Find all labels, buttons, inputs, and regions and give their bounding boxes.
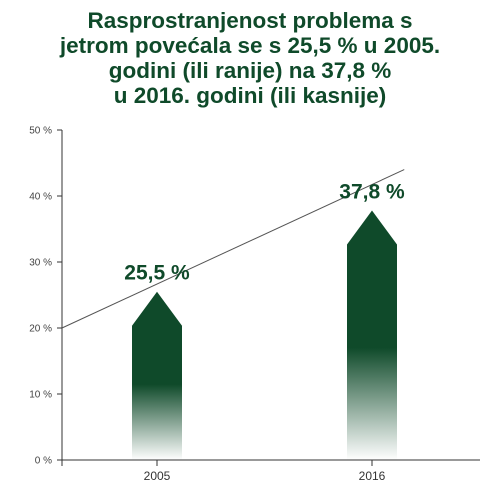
chart-title-line: jetrom povećala se s 25,5 % u 2005. — [59, 33, 441, 58]
chart-title-line: u 2016. godini (ili kasnije) — [113, 83, 387, 108]
chart-title: Rasprostranjenost problema s jetrom pove… — [20, 8, 480, 108]
trend-line — [61, 169, 405, 329]
y-tick-label: 0 % — [35, 456, 52, 467]
chart-title-line: godini (ili ranije) na 37,8 % — [108, 58, 392, 83]
y-tick-label: 30 % — [29, 258, 52, 269]
data-label: 37,8 % — [339, 181, 405, 204]
y-tick-label: 50 % — [29, 126, 52, 137]
y-tick-label: 20 % — [29, 324, 52, 335]
x-tick-label: 2005 — [144, 469, 171, 483]
y-tick-label: 40 % — [29, 192, 52, 203]
x-tick-label: 2016 — [359, 469, 386, 483]
bar-2005 — [132, 291, 182, 460]
bar-2016 — [347, 210, 397, 460]
y-tick-label: 10 % — [29, 390, 52, 401]
chart-title-line: Rasprostranjenost problema s — [87, 8, 413, 33]
data-label: 25,5 % — [124, 262, 190, 285]
